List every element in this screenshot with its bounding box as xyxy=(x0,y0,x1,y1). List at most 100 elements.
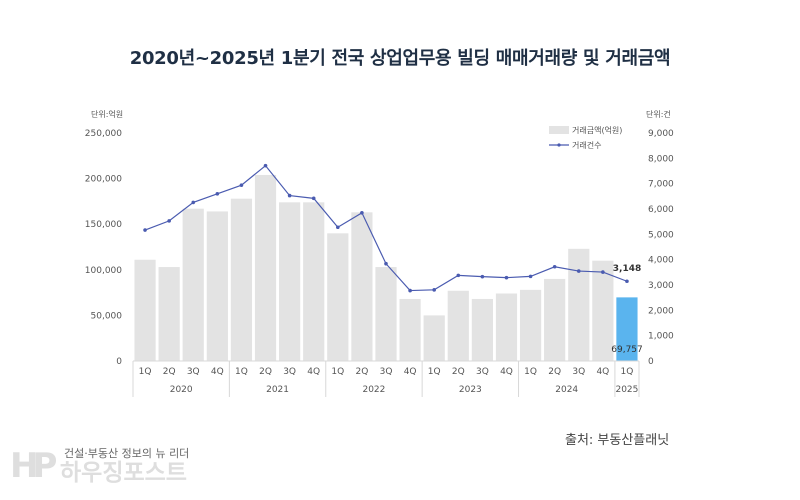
x-tick-label: 2Q xyxy=(259,367,272,377)
x-tick-label: 1Q xyxy=(621,367,634,377)
x-tick-label: 4Q xyxy=(500,367,513,377)
bar xyxy=(423,315,445,361)
left-tick-label: 200,000 xyxy=(85,175,122,185)
x-tick-label: 3Q xyxy=(572,367,585,377)
bar xyxy=(544,278,566,361)
right-tick-label: 1,000 xyxy=(648,332,674,342)
bar xyxy=(182,208,204,361)
line-point xyxy=(384,261,388,266)
line-point xyxy=(552,264,557,269)
line-point xyxy=(263,163,268,168)
bar xyxy=(327,233,349,361)
left-tick-label: 0 xyxy=(116,357,122,367)
bar xyxy=(230,198,253,361)
left-tick-label: 100,000 xyxy=(85,266,122,276)
bar xyxy=(568,248,590,361)
legend-line-marker xyxy=(557,143,561,147)
x-tick-label: 1Q xyxy=(524,367,537,377)
logo-mark: HP xyxy=(10,446,57,486)
bar xyxy=(399,298,421,361)
x-group-label: 2022 xyxy=(362,385,385,395)
x-group-label: 2023 xyxy=(459,385,482,395)
bar xyxy=(254,174,277,361)
x-tick-label: 1Q xyxy=(139,367,152,377)
bar xyxy=(206,211,228,361)
chart-title: 2020년~2025년 1분기 전국 상업업무용 빌딩 매매거래량 및 거래금액 xyxy=(129,48,671,69)
line-point xyxy=(456,273,461,278)
x-tick-label: 2Q xyxy=(163,367,176,377)
line-point xyxy=(143,228,147,232)
bar xyxy=(447,290,469,361)
bar xyxy=(158,267,180,361)
line-point xyxy=(408,288,412,293)
left-tick-label: 50,000 xyxy=(91,311,123,321)
x-tick-label: 3Q xyxy=(187,367,200,377)
legend-line-label: 거래건수 xyxy=(572,140,601,150)
bar xyxy=(471,298,493,361)
left-axis-unit: 단위:억원 xyxy=(91,109,123,119)
right-tick-label: 4,000 xyxy=(648,256,674,266)
bar xyxy=(616,297,638,361)
x-tick-label: 3Q xyxy=(283,367,296,377)
bar xyxy=(519,289,542,361)
x-group-label: 2020 xyxy=(170,385,193,395)
bar-series xyxy=(134,174,638,361)
line-point xyxy=(528,274,533,279)
right-tick-label: 5,000 xyxy=(648,230,674,240)
right-tick-label: 6,000 xyxy=(648,205,674,215)
x-tick-label: 2Q xyxy=(452,367,465,377)
line-point xyxy=(432,288,436,292)
x-tick-label: 4Q xyxy=(211,367,224,377)
line-point xyxy=(167,219,171,223)
line-point xyxy=(601,270,605,274)
x-group-label: 2025 xyxy=(615,385,638,395)
x-group-label: 2021 xyxy=(266,385,289,395)
right-tick-label: 9,000 xyxy=(648,129,674,139)
x-tick-label: 4Q xyxy=(307,367,320,377)
right-tick-label: 0 xyxy=(648,357,654,367)
logo-tagline: 건설·부동산 정보의 뉴 리더 xyxy=(64,447,190,460)
x-tick-label: 4Q xyxy=(596,367,609,377)
legend-bar-label: 거래금액(억원) xyxy=(572,125,622,135)
line-point xyxy=(576,269,581,273)
x-tick-label: 2Q xyxy=(548,367,561,377)
right-tick-label: 2,000 xyxy=(648,306,674,316)
source-text: 출처: 부동산플래닛 xyxy=(565,433,670,448)
right-tick-label: 3,000 xyxy=(648,281,674,291)
line-point xyxy=(191,200,196,205)
line-point xyxy=(336,225,340,230)
bar xyxy=(134,259,156,361)
bar xyxy=(279,202,301,361)
left-tick-label: 150,000 xyxy=(85,220,122,230)
line-point xyxy=(311,196,316,201)
line-point xyxy=(360,211,364,215)
x-tick-label: 3Q xyxy=(380,367,393,377)
x-axis: 1Q 2Q 3Q 4Q 1Q 2Q 3Q 4Q 1Q 2Q 3Q 4Q 1Q 2Q 3Q 4Q 1Q 2Q 3Q 4Q… xyxy=(132,360,640,397)
line-point xyxy=(215,192,220,196)
line-point xyxy=(625,279,629,284)
bar xyxy=(592,260,614,361)
bar xyxy=(495,293,518,361)
bar xyxy=(303,202,325,361)
bar xyxy=(351,212,373,361)
right-tick-label: 7,000 xyxy=(648,180,674,190)
x-tick-label: 1Q xyxy=(428,367,441,377)
x-tick-label: 1Q xyxy=(331,367,344,377)
right-axis-unit: 단위:건 xyxy=(646,109,671,119)
logo-name: 하우징포스트 xyxy=(60,460,187,486)
last-bar-data-label: 69,757 xyxy=(611,345,643,355)
right-tick-label: 8,000 xyxy=(648,154,674,164)
right-axis: 0 1,000 2,000 3,000 4,000 5,000 6,000 7,000 8,00… xyxy=(648,129,674,367)
x-group-label: 2024 xyxy=(555,385,578,395)
x-tick-label: 1Q xyxy=(235,367,248,377)
line-point xyxy=(239,183,244,187)
legend-bar-swatch xyxy=(549,126,569,134)
x-tick-label: 4Q xyxy=(404,367,417,377)
last-point-data-label: 3,148 xyxy=(613,264,641,274)
line-point xyxy=(504,275,509,280)
line-point xyxy=(287,193,292,198)
x-tick-label: 3Q xyxy=(476,367,489,377)
legend: 거래금액(억원) 거래건수 xyxy=(549,125,622,150)
line-series xyxy=(143,163,629,293)
